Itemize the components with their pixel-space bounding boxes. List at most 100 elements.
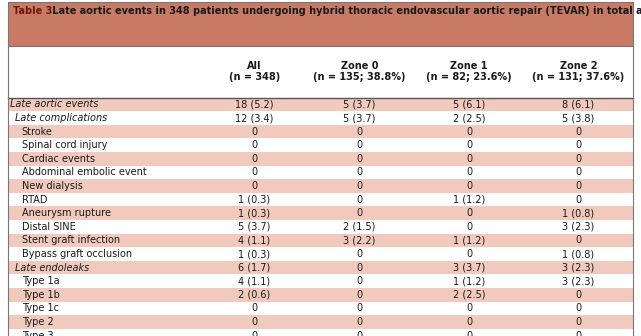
Text: 3 (2.3): 3 (2.3) [562,263,594,273]
Text: 0: 0 [356,127,362,137]
Text: Distal SINE: Distal SINE [22,222,76,232]
Text: 0: 0 [251,181,257,191]
Text: 0: 0 [575,181,581,191]
Bar [8,329,633,336]
Text: 0: 0 [356,140,362,150]
Text: 3 (3.7): 3 (3.7) [453,263,485,273]
Text: 4 (1.1): 4 (1.1) [238,276,271,286]
Text: 0: 0 [466,167,472,177]
Text: 0: 0 [466,127,472,137]
Bar [8,234,633,247]
Text: 0: 0 [251,167,257,177]
Text: 5 (3.7): 5 (3.7) [238,222,271,232]
Bar [8,315,633,329]
Text: 6 (1.7): 6 (1.7) [238,263,271,273]
Text: Stroke: Stroke [22,127,53,137]
Bar [8,98,633,111]
Text: Zone 2
(n = 131; 37.6%): Zone 2 (n = 131; 37.6%) [532,61,624,82]
Text: 0: 0 [466,140,472,150]
Bar [8,302,633,315]
Text: 0: 0 [466,249,472,259]
Text: Table 3.: Table 3. [13,6,56,16]
Text: 3 (2.3): 3 (2.3) [562,222,594,232]
Text: RTAD: RTAD [22,195,47,205]
Text: Aneurysm rupture: Aneurysm rupture [22,208,111,218]
Text: 1 (0.8): 1 (0.8) [562,208,594,218]
Text: 12 (3.4): 12 (3.4) [235,113,273,123]
Text: 5 (3.7): 5 (3.7) [343,99,376,110]
Bar [8,2,633,46]
Bar [8,288,633,302]
Text: 0: 0 [251,303,257,313]
Text: 1 (0.3): 1 (0.3) [238,208,271,218]
Text: 0: 0 [356,317,362,327]
Text: 2 (1.5): 2 (1.5) [343,222,376,232]
Text: 1 (0.3): 1 (0.3) [238,195,271,205]
Text: 5 (6.1): 5 (6.1) [453,99,485,110]
Text: Spinal cord injury: Spinal cord injury [22,140,107,150]
Text: 1 (1.2): 1 (1.2) [453,195,485,205]
Text: 1 (1.2): 1 (1.2) [453,236,485,246]
Text: 0: 0 [356,290,362,300]
Text: 0: 0 [575,154,581,164]
Bar [8,247,633,261]
Text: All
(n = 348): All (n = 348) [229,61,280,82]
Bar [8,138,633,152]
Text: 0: 0 [466,317,472,327]
Text: 0: 0 [356,167,362,177]
Bar [8,166,633,179]
Text: 0: 0 [356,276,362,286]
Text: Type 1b: Type 1b [22,290,60,300]
Bar [8,125,633,138]
Bar [8,275,633,288]
Text: 0: 0 [575,127,581,137]
Text: 0: 0 [356,303,362,313]
Bar [8,220,633,234]
Bar [8,207,633,220]
Text: 0: 0 [575,290,581,300]
Text: Stent graft infection: Stent graft infection [22,236,120,246]
Text: 4 (1.1): 4 (1.1) [238,236,271,246]
Text: 0: 0 [356,331,362,336]
Text: 0: 0 [466,208,472,218]
Text: Type 2: Type 2 [22,317,54,327]
Text: Cardiac events: Cardiac events [22,154,95,164]
Text: 0: 0 [356,181,362,191]
Text: 5 (3.8): 5 (3.8) [562,113,594,123]
Text: 0: 0 [466,303,472,313]
Text: 0: 0 [251,317,257,327]
Text: 0: 0 [575,317,581,327]
Text: 0: 0 [466,154,472,164]
Text: 0: 0 [251,140,257,150]
Text: 0: 0 [575,303,581,313]
Text: 0: 0 [575,236,581,246]
Bar [8,46,633,98]
Text: Zone 1
(n = 82; 23.6%): Zone 1 (n = 82; 23.6%) [426,61,512,82]
Text: 0: 0 [251,127,257,137]
Text: 0: 0 [466,331,472,336]
Text: 3 (2.3): 3 (2.3) [562,276,594,286]
Text: Type 1c: Type 1c [22,303,59,313]
Text: 1 (0.8): 1 (0.8) [562,249,594,259]
Text: 3 (2.2): 3 (2.2) [343,236,376,246]
Text: 0: 0 [251,331,257,336]
Text: 8 (6.1): 8 (6.1) [562,99,594,110]
Bar [8,179,633,193]
Text: Abdominal embolic event: Abdominal embolic event [22,167,147,177]
Text: Late aortic events: Late aortic events [10,99,99,110]
Text: 0: 0 [466,222,472,232]
Text: 0: 0 [356,154,362,164]
Text: Late endoleaks: Late endoleaks [15,263,90,273]
Text: 0: 0 [466,181,472,191]
Bar [8,152,633,166]
Text: Type 3: Type 3 [22,331,53,336]
Text: Late aortic events in 348 patients undergoing hybrid thoracic endovascular aorti: Late aortic events in 348 patients under… [49,6,641,16]
Text: Late complications: Late complications [15,113,108,123]
Text: 18 (5.2): 18 (5.2) [235,99,274,110]
Bar [8,261,633,275]
Text: 5 (3.7): 5 (3.7) [343,113,376,123]
Bar [8,111,633,125]
Text: Type 1a: Type 1a [22,276,60,286]
Text: Bypass graft occlusion: Bypass graft occlusion [22,249,132,259]
Text: New dialysis: New dialysis [22,181,83,191]
